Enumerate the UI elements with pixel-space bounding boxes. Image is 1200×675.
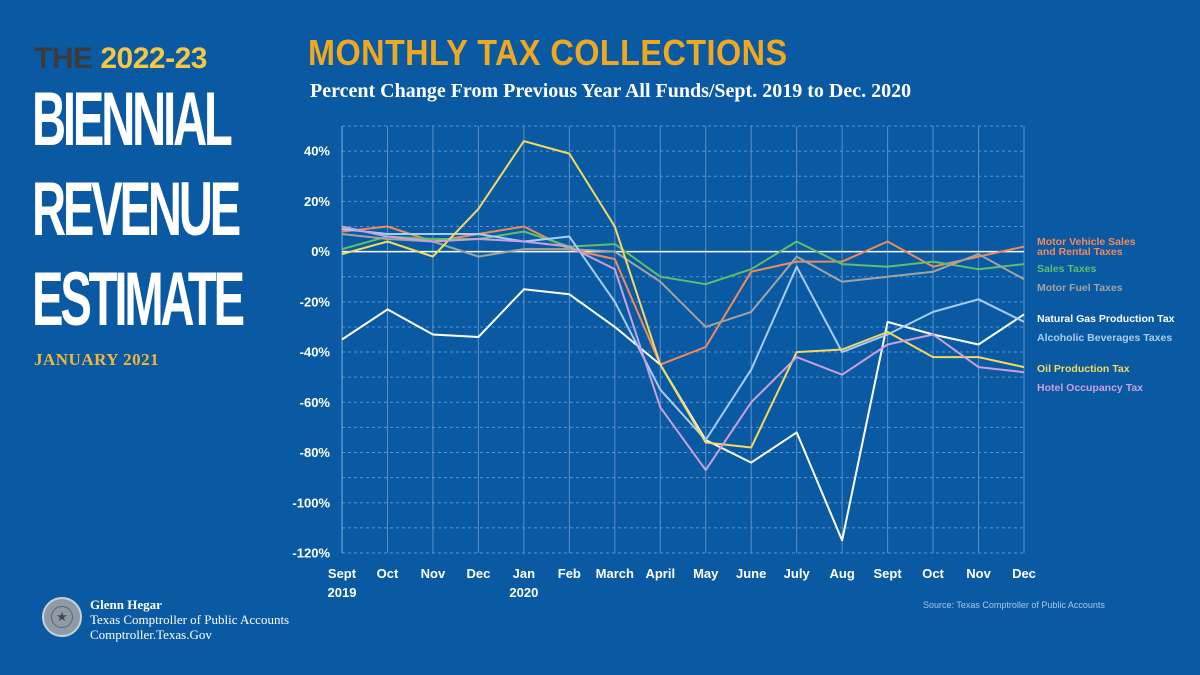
legend-entry: Oil Production Tax bbox=[1037, 363, 1130, 375]
x-tick-label: Nov bbox=[966, 566, 991, 581]
footer-website[interactable]: Comptroller.Texas.Gov bbox=[90, 627, 212, 642]
x-tick-label: May bbox=[693, 566, 719, 581]
series-line bbox=[341, 230, 1025, 286]
series-line bbox=[341, 225, 1025, 472]
legend-label: Sales Taxes bbox=[1037, 263, 1097, 275]
legend-label: Motor Vehicle Sales bbox=[1037, 236, 1136, 248]
branding-line-revenue: REVENUE bbox=[32, 167, 241, 252]
y-tick-label: 0% bbox=[311, 244, 330, 259]
y-tick-label: -20% bbox=[300, 294, 331, 309]
branding-line-estimate: ESTIMATE bbox=[32, 257, 245, 342]
x-tick-label: Oct bbox=[922, 566, 944, 581]
branding-line-biennial: BIENNIAL bbox=[32, 77, 233, 162]
series-line bbox=[341, 233, 1025, 328]
x-year-label: 2020 bbox=[509, 585, 538, 600]
x-tick-label: Feb bbox=[558, 566, 581, 581]
footer-name: Glenn Hegar bbox=[90, 597, 162, 612]
branding-panel: THE 2022-23 BIENNIAL REVENUE ESTIMATE JA… bbox=[0, 0, 290, 675]
x-tick-label: Aug bbox=[829, 566, 854, 581]
y-tick-label: 40% bbox=[304, 144, 330, 159]
legend-entry: Alcoholic Beverages Taxes bbox=[1037, 332, 1172, 344]
legend-entry: Natural Gas Production Tax bbox=[1037, 313, 1175, 325]
x-tick-label: Sept bbox=[874, 566, 903, 581]
series-line bbox=[341, 225, 1025, 366]
footer-text: Glenn Hegar Texas Comptroller of Public … bbox=[90, 597, 289, 642]
chart-subtitle: Percent Change From Previous Year All Fu… bbox=[310, 80, 912, 102]
x-tick-label: April bbox=[645, 566, 675, 581]
y-tick-label: -40% bbox=[300, 345, 331, 360]
x-tick-label: Dec bbox=[1012, 566, 1036, 581]
legend-label: Alcoholic Beverages Taxes bbox=[1037, 332, 1172, 344]
x-tick-label: Nov bbox=[421, 566, 446, 581]
x-tick-label: July bbox=[784, 566, 811, 581]
legend-entry: Motor Fuel Taxes bbox=[1037, 282, 1123, 294]
chart-series bbox=[341, 140, 1025, 542]
branding-heading: THE 2022-23 bbox=[34, 42, 207, 76]
x-year-label: 2019 bbox=[328, 585, 357, 600]
legend-label: Oil Production Tax bbox=[1037, 363, 1130, 375]
legend-label: Motor Fuel Taxes bbox=[1037, 282, 1123, 294]
legend-entry: Hotel Occupancy Tax bbox=[1037, 382, 1143, 394]
x-tick-label: Oct bbox=[377, 566, 399, 581]
legend-label: and Rental Taxes bbox=[1037, 246, 1123, 258]
x-tick-label: June bbox=[736, 566, 766, 581]
x-tick-label: Sept bbox=[328, 566, 357, 581]
branding-date: JANUARY 2021 bbox=[34, 350, 160, 369]
source-note: Source: Texas Comptroller of Public Acco… bbox=[923, 600, 1105, 610]
y-tick-label: -80% bbox=[300, 445, 331, 460]
chart-title: MONTHLY TAX COLLECTIONS bbox=[308, 32, 788, 73]
legend-label: Natural Gas Production Tax bbox=[1037, 313, 1175, 325]
y-tick-label: -100% bbox=[292, 495, 330, 510]
chart-grid bbox=[341, 125, 1025, 554]
x-tick-label: Jan bbox=[513, 566, 535, 581]
series-line bbox=[341, 140, 1025, 449]
branding-the: THE bbox=[34, 42, 93, 75]
star-icon: ★ bbox=[56, 609, 68, 624]
legend-label: Hotel Occupancy Tax bbox=[1037, 382, 1143, 394]
legend-entry: Sales Taxes bbox=[1037, 263, 1097, 275]
x-tick-label: Dec bbox=[466, 566, 490, 581]
y-tick-label: -120% bbox=[292, 546, 330, 561]
seal-ring: ★ bbox=[51, 606, 73, 628]
x-tick-label: March bbox=[596, 566, 634, 581]
y-tick-label: 20% bbox=[304, 194, 330, 209]
branding-years: 2022-23 bbox=[100, 42, 207, 75]
y-tick-label: -60% bbox=[300, 395, 331, 410]
texas-seal-icon: ★ bbox=[42, 597, 82, 637]
footer-office: Texas Comptroller of Public Accounts bbox=[90, 612, 290, 627]
